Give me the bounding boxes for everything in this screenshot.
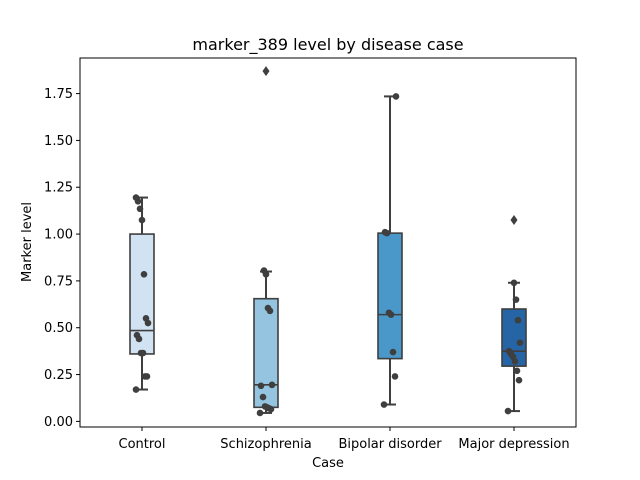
chart-title: marker_389 level by disease case bbox=[192, 35, 463, 55]
x-tick-label: Control bbox=[119, 437, 166, 452]
outlier-marker bbox=[510, 215, 518, 226]
data-point bbox=[256, 409, 264, 417]
x-axis: Control Schizophrenia Bipolar disorder Majo… bbox=[119, 427, 570, 452]
data-point bbox=[259, 393, 267, 401]
x-tick-label: Major depression bbox=[458, 437, 569, 452]
data-point bbox=[133, 331, 141, 339]
y-tick-label: 0.25 bbox=[44, 368, 73, 383]
box-iqr bbox=[129, 233, 155, 355]
data-point bbox=[391, 373, 399, 380]
y-tick-label: 1.25 bbox=[44, 181, 73, 196]
data-point bbox=[505, 347, 513, 355]
box-iqr bbox=[253, 297, 279, 409]
data-point bbox=[512, 296, 520, 303]
data-point bbox=[389, 348, 397, 356]
data-point bbox=[510, 279, 518, 287]
data-point bbox=[140, 271, 148, 278]
data-point bbox=[385, 309, 393, 317]
y-axis-title: Marker level bbox=[20, 202, 35, 282]
y-tick-label: 1.75 bbox=[44, 87, 73, 102]
data-point bbox=[264, 304, 272, 312]
box-group bbox=[253, 66, 279, 414]
data-point bbox=[516, 339, 524, 347]
y-tick-label: 1.50 bbox=[44, 134, 73, 149]
data-point bbox=[380, 401, 388, 408]
y-tick-label: 0.00 bbox=[44, 415, 73, 430]
data-point bbox=[261, 403, 269, 410]
data-point bbox=[513, 367, 521, 375]
strip-points bbox=[132, 93, 524, 417]
box-iqr bbox=[377, 232, 403, 360]
data-point bbox=[132, 386, 140, 393]
x-axis-title: Case bbox=[312, 456, 344, 471]
data-point bbox=[136, 205, 144, 213]
x-tick-label: Bipolar disorder bbox=[338, 437, 442, 452]
outlier-marker bbox=[262, 66, 270, 77]
data-point bbox=[392, 93, 400, 100]
y-tick-label: 0.50 bbox=[44, 321, 73, 336]
data-point bbox=[132, 194, 140, 201]
y-tick-label: 0.75 bbox=[44, 274, 73, 289]
data-point bbox=[142, 315, 150, 322]
y-axis: 0.00 0.25 0.50 0.75 1.00 1.25 1.50 1.75 bbox=[44, 87, 80, 430]
data-point bbox=[514, 316, 522, 324]
data-point bbox=[515, 376, 523, 384]
data-point bbox=[138, 216, 146, 224]
data-point bbox=[504, 407, 512, 415]
y-tick-label: 1.00 bbox=[44, 228, 73, 243]
data-point bbox=[141, 373, 149, 380]
data-point bbox=[257, 382, 265, 390]
data-point bbox=[268, 381, 276, 389]
x-tick-label: Schizophrenia bbox=[220, 437, 311, 452]
data-point bbox=[137, 349, 145, 357]
data-point bbox=[381, 228, 389, 236]
plot-area bbox=[79, 57, 577, 428]
data-point bbox=[260, 267, 268, 274]
